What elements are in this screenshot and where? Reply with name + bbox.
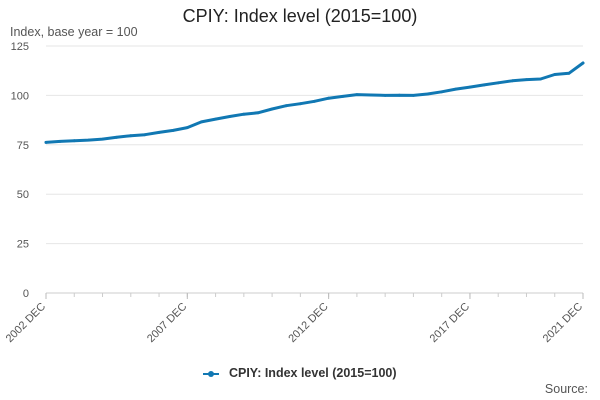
legend-label: CPIY: Index level (2015=100): [228, 366, 397, 380]
x-axis: 2002 DEC 2007 DEC 2012 DEC 2017 DEC 2021 DEC: [4, 292, 585, 345]
data-point[interactable]: [383, 94, 387, 97]
x-tick-label: 2021 DEC: [541, 301, 585, 345]
legend-line-marker-icon: [203, 369, 220, 379]
data-point[interactable]: [87, 138, 90, 142]
data-point[interactable]: [553, 73, 557, 76]
data-point[interactable]: [327, 96, 330, 100]
y-tick-label: 0: [23, 288, 29, 300]
data-point[interactable]: [72, 139, 76, 143]
data-point[interactable]: [129, 134, 133, 138]
data-point[interactable]: [200, 120, 203, 124]
y-tick-label: 75: [17, 140, 29, 152]
data-point[interactable]: [143, 133, 147, 137]
x-tick-label: 2007 DEC: [145, 301, 189, 345]
y-tick-label: 100: [11, 90, 29, 102]
data-point[interactable]: [440, 90, 444, 94]
y-tick-label: 50: [17, 189, 29, 201]
data-point[interactable]: [525, 78, 528, 81]
data-point[interactable]: [171, 129, 175, 132]
y-tick-label: 25: [17, 239, 29, 251]
data-point[interactable]: [299, 102, 302, 106]
data-point[interactable]: [101, 137, 104, 141]
data-point[interactable]: [58, 140, 62, 143]
data-point[interactable]: [242, 112, 246, 116]
chart-title: CPIY: Index level (2015=100): [182, 6, 418, 26]
data-point[interactable]: [270, 107, 274, 111]
data-point[interactable]: [115, 135, 119, 139]
data-point[interactable]: [468, 85, 472, 89]
data-point[interactable]: [369, 93, 373, 97]
data-point[interactable]: [214, 117, 218, 121]
data-point[interactable]: [313, 99, 316, 103]
data-point[interactable]: [284, 104, 288, 108]
x-tick-label: 2002 DEC: [4, 301, 48, 345]
data-point[interactable]: [496, 81, 500, 85]
data-point[interactable]: [341, 95, 345, 98]
y-tick-label: 125: [11, 41, 29, 53]
series-layer: [44, 61, 585, 144]
source-label: Source:: [544, 382, 588, 396]
data-point[interactable]: [157, 131, 161, 134]
data-point[interactable]: [454, 87, 458, 91]
data-point[interactable]: [44, 141, 48, 144]
data-point[interactable]: [510, 79, 514, 83]
x-tick-label: 2012 DEC: [286, 301, 330, 345]
legend[interactable]: CPIY: Index level (2015=100): [0, 366, 600, 380]
data-point[interactable]: [482, 83, 486, 87]
y-axis-label: Index, base year = 100: [10, 25, 138, 39]
data-point[interactable]: [567, 71, 571, 75]
data-point[interactable]: [397, 93, 401, 97]
data-point[interactable]: [581, 61, 585, 65]
data-point[interactable]: [539, 77, 542, 81]
data-point[interactable]: [355, 93, 359, 96]
y-tick-labels: 0 25 50 75 100 125: [11, 41, 29, 300]
data-point[interactable]: [426, 92, 429, 96]
data-point[interactable]: [412, 94, 415, 97]
data-point[interactable]: [228, 115, 232, 118]
x-tick-label: 2017 DEC: [428, 301, 472, 345]
data-point[interactable]: [185, 126, 189, 129]
data-point[interactable]: [256, 111, 260, 115]
